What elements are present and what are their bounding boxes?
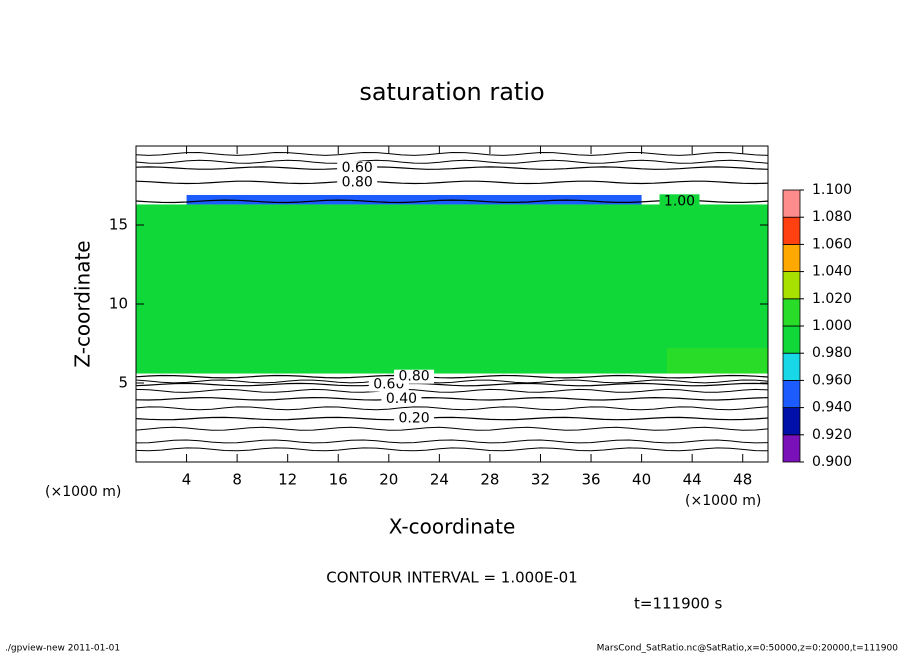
colorbar-label: 0.900 <box>812 454 852 470</box>
colorbar-label: 1.060 <box>812 236 852 252</box>
colorbar-box <box>782 325 801 354</box>
contour-line-minor <box>135 151 769 156</box>
x-tick-label: 28 <box>480 471 499 489</box>
contour-label: 0.20 <box>398 411 429 427</box>
shaded-region <box>666 348 768 374</box>
colorbar-label: 1.040 <box>812 264 852 280</box>
contour-label: 0.80 <box>398 369 429 385</box>
x-tick-label: 44 <box>683 471 702 489</box>
x-tick-label: 20 <box>379 471 398 489</box>
contour-line-minor <box>135 379 769 384</box>
colorbar-box <box>782 407 801 436</box>
colorbar-box <box>782 379 801 408</box>
x-tick-label: 32 <box>531 471 550 489</box>
footer-left: ./gpview-new 2011-01-01 <box>5 644 120 654</box>
colorbar-box <box>782 189 801 218</box>
contour-line <box>135 166 769 170</box>
colorbar-label: 1.000 <box>812 318 852 334</box>
contour-line <box>135 416 769 421</box>
y-axis-label: Z-coordinate <box>71 240 95 367</box>
contour-line <box>135 374 769 379</box>
x-tick-label: 36 <box>581 471 600 489</box>
x-axis-label: X-coordinate <box>389 515 516 539</box>
contour-label-bg <box>659 194 700 209</box>
contour-line-minor <box>135 406 769 411</box>
contour-interval: CONTOUR INTERVAL = 1.000E-01 <box>326 569 577 587</box>
time-label: t=111900 s <box>634 595 722 613</box>
contour-label-bg <box>337 161 378 176</box>
contour-line <box>135 180 769 185</box>
colorbar-label: 1.100 <box>812 182 852 198</box>
chart-title: saturation ratio <box>359 78 544 106</box>
contour-label-bg <box>394 369 435 384</box>
contour-line <box>135 382 769 387</box>
contour-label: 0.60 <box>342 160 373 176</box>
contour-line-minor <box>135 426 769 431</box>
contour-line-minor <box>135 439 769 444</box>
colorbar-box <box>782 216 801 245</box>
y-tick-label: 10 <box>109 295 128 313</box>
contour-line <box>135 396 769 401</box>
contour-line-minor <box>135 159 769 164</box>
contour-label: 1.00 <box>664 193 695 209</box>
x-tick-label: 16 <box>329 471 348 489</box>
colorbar-box <box>782 298 801 327</box>
x-unit: (×1000 m) <box>45 484 121 500</box>
contour-line-minor <box>135 388 769 393</box>
shaded-region <box>136 204 768 374</box>
y-tick-label: 5 <box>118 374 128 392</box>
colorbar-label: 1.020 <box>812 291 852 307</box>
x-tick-label: 40 <box>632 471 651 489</box>
colorbar-label: 0.920 <box>812 427 852 443</box>
shaded-region <box>186 194 642 205</box>
contour-label-bg <box>381 391 422 406</box>
y-tick-label: 15 <box>109 216 128 234</box>
colorbar-box <box>782 271 801 300</box>
colorbar-label: 0.940 <box>812 400 852 416</box>
colorbar-label: 1.080 <box>812 209 852 225</box>
colorbar-label: 0.980 <box>812 345 852 361</box>
x-tick-label: 4 <box>182 471 192 489</box>
contour-label: 0.80 <box>342 174 373 190</box>
footer-right: MarsCond_SatRatio.nc@SatRatio,x=0:50000,… <box>597 644 899 654</box>
x-tick-label: 12 <box>278 471 297 489</box>
x-tick-label: 48 <box>733 471 752 489</box>
colorbar-box <box>782 434 801 463</box>
colorbar-label: 0.960 <box>812 372 852 388</box>
x-tick-label: 8 <box>232 471 242 489</box>
contour-label-bg <box>337 175 378 190</box>
x-unit: (×1000 m) <box>685 493 761 509</box>
contour-label-bg <box>394 411 435 426</box>
colorbar-box <box>782 243 801 272</box>
contour-line-minor <box>135 447 769 452</box>
contour-label: 0.40 <box>386 391 417 407</box>
colorbar-box <box>782 352 801 381</box>
x-tick-label: 24 <box>430 471 449 489</box>
